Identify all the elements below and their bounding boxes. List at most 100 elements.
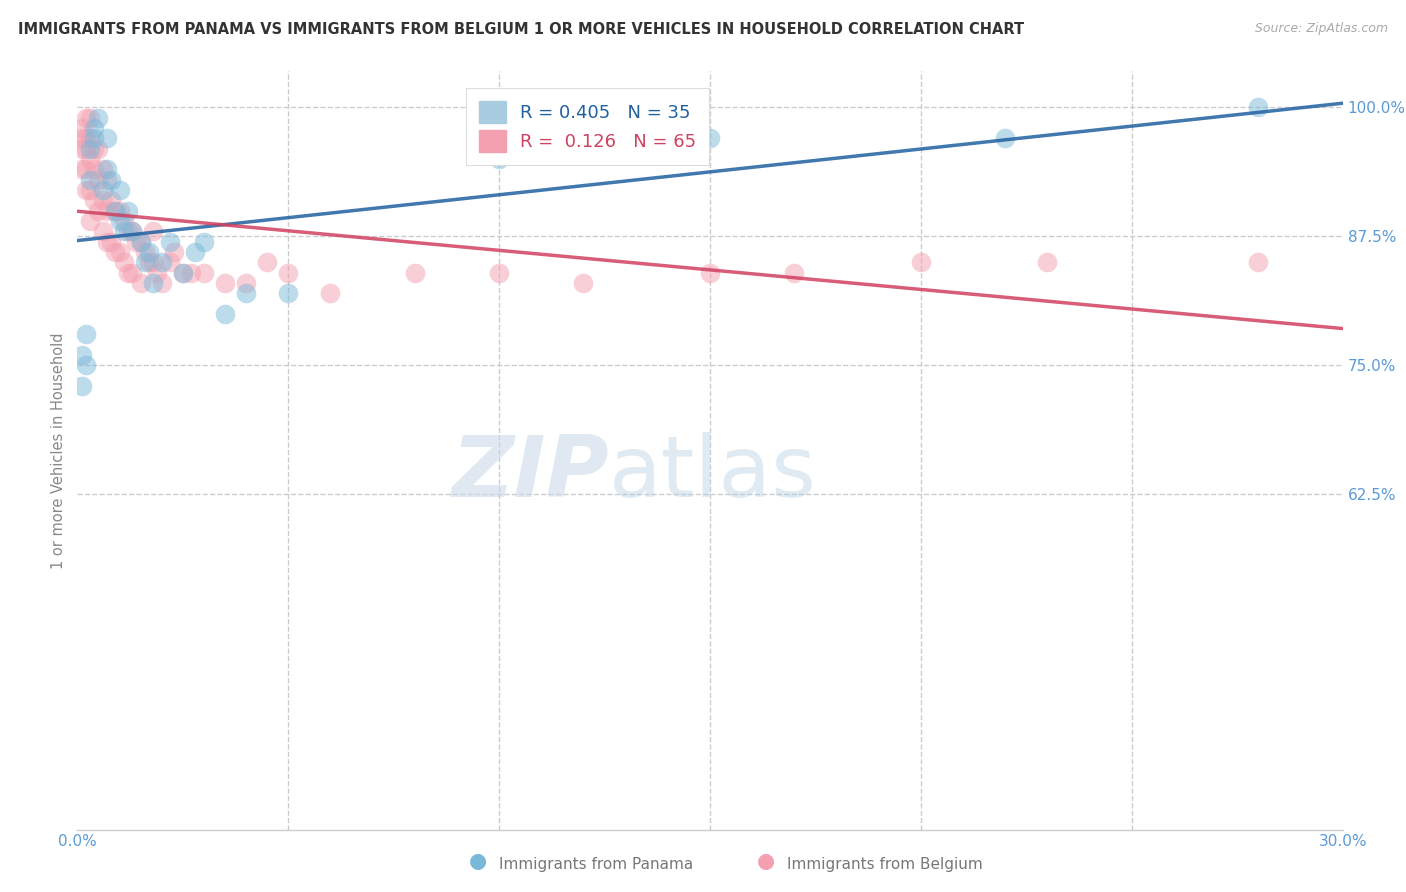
Point (83, 162, 105, 177)
Point (146, 266, 169, 280)
Point (180, 266, 202, 280)
Point (142, 255, 165, 269)
Point (70, 348, 93, 362)
Point (75, 111, 97, 125)
Point (70, 121, 93, 136)
Point (159, 235, 181, 249)
Point (96, 172, 118, 186)
Text: ●: ● (758, 851, 775, 871)
Point (129, 235, 152, 249)
Point (163, 244, 186, 259)
Point (172, 266, 194, 280)
Point (121, 224, 143, 238)
Text: ●: ● (470, 851, 486, 871)
Point (104, 244, 127, 259)
Point (87, 172, 110, 186)
Point (91, 183, 114, 197)
Point (91, 194, 114, 208)
Point (83, 142, 105, 156)
Point (79, 152, 101, 166)
Point (70, 162, 93, 177)
Point (87, 203, 110, 218)
Point (75, 359, 97, 373)
Point (104, 203, 127, 218)
Point (488, 152, 510, 166)
Point (277, 266, 299, 280)
Point (112, 255, 135, 269)
Point (184, 244, 207, 259)
Point (193, 266, 215, 280)
Point (100, 235, 122, 249)
Point (75, 142, 97, 156)
Point (70, 142, 93, 156)
Point (108, 183, 131, 197)
Point (699, 131, 721, 145)
Point (142, 276, 165, 290)
Point (134, 244, 156, 259)
Point (235, 276, 257, 290)
Point (117, 266, 139, 280)
Point (117, 203, 139, 218)
Point (138, 244, 160, 259)
Point (87, 111, 110, 125)
Point (87, 142, 110, 156)
Text: Immigrants from Belgium: Immigrants from Belgium (787, 857, 983, 872)
Point (256, 255, 278, 269)
Point (117, 224, 139, 238)
Point (138, 255, 160, 269)
Point (83, 194, 105, 208)
Point (104, 203, 127, 218)
Point (79, 214, 101, 228)
Point (699, 266, 721, 280)
Text: Source: ZipAtlas.com: Source: ZipAtlas.com (1254, 22, 1388, 36)
Point (1247, 100, 1270, 114)
Point (112, 224, 135, 238)
Point (129, 235, 152, 249)
Point (783, 266, 806, 280)
Point (83, 121, 105, 136)
Point (79, 131, 101, 145)
Text: Immigrants from Panama: Immigrants from Panama (499, 857, 693, 872)
Point (100, 172, 122, 186)
Point (159, 255, 181, 269)
Point (108, 203, 131, 218)
Point (112, 214, 135, 228)
Y-axis label: 1 or more Vehicles in Household: 1 or more Vehicles in Household (51, 332, 66, 569)
Point (172, 266, 194, 280)
Point (91, 162, 114, 177)
Point (193, 235, 215, 249)
Point (79, 183, 101, 197)
Point (70, 131, 93, 145)
Point (75, 131, 97, 145)
Point (125, 235, 148, 249)
Point (319, 286, 342, 301)
Point (1247, 255, 1270, 269)
Point (75, 162, 97, 177)
Point (96, 162, 118, 177)
Text: IMMIGRANTS FROM PANAMA VS IMMIGRANTS FROM BELGIUM 1 OR MORE VEHICLES IN HOUSEHOL: IMMIGRANTS FROM PANAMA VS IMMIGRANTS FRO… (18, 22, 1025, 37)
Point (79, 172, 101, 186)
Text: atlas: atlas (609, 432, 817, 515)
Point (83, 131, 105, 145)
Point (910, 255, 932, 269)
Point (108, 244, 131, 259)
Point (488, 266, 510, 280)
Point (75, 183, 97, 197)
Point (142, 224, 165, 238)
Point (277, 286, 299, 301)
Point (404, 266, 426, 280)
Point (91, 224, 114, 238)
Point (79, 111, 101, 125)
Legend: R = 0.405   N = 35, R =  0.126   N = 65: R = 0.405 N = 35, R = 0.126 N = 65 (465, 88, 709, 164)
Point (96, 235, 118, 249)
Point (79, 142, 101, 156)
Point (150, 255, 173, 269)
Point (214, 276, 236, 290)
Point (100, 194, 122, 208)
Point (134, 255, 156, 269)
Point (150, 276, 173, 290)
Point (129, 276, 152, 290)
Point (214, 307, 236, 321)
Point (70, 379, 93, 393)
Point (96, 203, 118, 218)
